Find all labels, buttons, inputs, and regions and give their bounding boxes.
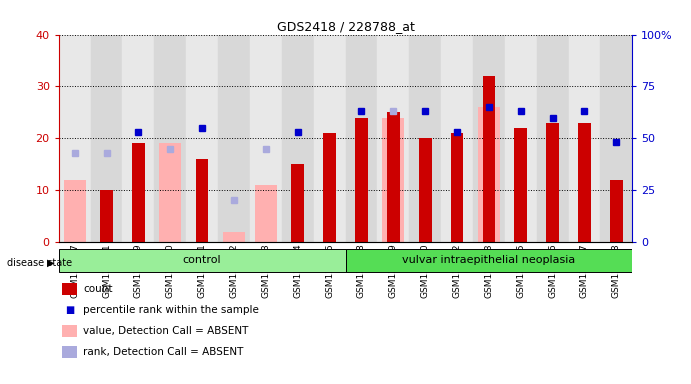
- Bar: [186, 35, 218, 242]
- Bar: [64, 180, 86, 242]
- Bar: [505, 35, 537, 242]
- Bar: [91, 35, 122, 242]
- Bar: [482, 76, 495, 242]
- Text: value, Detection Call = ABSENT: value, Detection Call = ABSENT: [83, 326, 248, 336]
- Text: ▶: ▶: [47, 258, 55, 268]
- Text: percentile rank within the sample: percentile rank within the sample: [83, 305, 259, 315]
- Text: rank, Detection Call = ABSENT: rank, Detection Call = ABSENT: [83, 347, 243, 357]
- Bar: [578, 123, 591, 242]
- Bar: [537, 35, 569, 242]
- Bar: [355, 118, 368, 242]
- Bar: [292, 164, 304, 242]
- Text: ■: ■: [65, 305, 75, 315]
- Bar: [196, 159, 209, 242]
- Text: vulvar intraepithelial neoplasia: vulvar intraepithelial neoplasia: [402, 255, 576, 265]
- Bar: [409, 35, 441, 242]
- Bar: [323, 133, 336, 242]
- Bar: [122, 35, 154, 242]
- Bar: [546, 123, 559, 242]
- Bar: [314, 35, 346, 242]
- Bar: [514, 128, 527, 242]
- Bar: [223, 232, 245, 242]
- Bar: [159, 144, 182, 242]
- Bar: [387, 113, 399, 242]
- Bar: [382, 118, 404, 242]
- Bar: [569, 35, 600, 242]
- Bar: [59, 249, 346, 272]
- Bar: [441, 35, 473, 242]
- Bar: [250, 35, 282, 242]
- Bar: [346, 35, 377, 242]
- Bar: [59, 35, 91, 242]
- Bar: [132, 144, 144, 242]
- Bar: [282, 35, 314, 242]
- Text: count: count: [83, 284, 113, 294]
- Text: disease state: disease state: [7, 258, 72, 268]
- Bar: [377, 35, 409, 242]
- Bar: [218, 35, 250, 242]
- Bar: [600, 35, 632, 242]
- Bar: [154, 35, 186, 242]
- Bar: [473, 35, 505, 242]
- Bar: [477, 107, 500, 242]
- Bar: [346, 249, 632, 272]
- Bar: [610, 180, 623, 242]
- Bar: [451, 133, 464, 242]
- Bar: [100, 190, 113, 242]
- Bar: [255, 185, 277, 242]
- Title: GDS2418 / 228788_at: GDS2418 / 228788_at: [276, 20, 415, 33]
- Text: control: control: [183, 255, 221, 265]
- Bar: [419, 138, 431, 242]
